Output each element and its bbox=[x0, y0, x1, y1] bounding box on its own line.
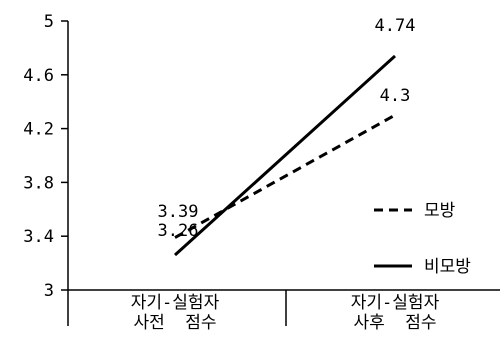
x-category-label: 사전 점수 bbox=[133, 313, 216, 333]
data-label: 3.26 bbox=[158, 221, 199, 241]
y-tick-label: 4.6 bbox=[23, 66, 54, 86]
legend-label: 모방 bbox=[424, 201, 456, 221]
y-tick-label: 3.4 bbox=[23, 227, 54, 247]
axes bbox=[68, 21, 500, 326]
data-labels: 3.39 4.3 3.26 4.74 bbox=[158, 16, 416, 241]
y-axis-ticks: 3 3.4 3.8 4.2 4.6 5 bbox=[23, 12, 68, 301]
series-lines bbox=[175, 56, 395, 255]
legend-label: 비모방 bbox=[424, 257, 471, 277]
data-label: 4.74 bbox=[375, 16, 416, 36]
y-tick-label: 3 bbox=[44, 281, 54, 301]
data-label: 4.3 bbox=[380, 86, 411, 106]
y-tick-label: 5 bbox=[44, 12, 54, 32]
x-category-label: 사후 점수 bbox=[353, 313, 436, 333]
data-label: 3.39 bbox=[158, 202, 199, 222]
x-category-label: 자기-실험자 bbox=[131, 293, 220, 313]
series-line-bimobang bbox=[175, 56, 395, 255]
series-line-mobang bbox=[175, 115, 395, 237]
x-category-label: 자기-실험자 bbox=[351, 293, 440, 313]
y-tick-label: 4.2 bbox=[23, 120, 54, 140]
y-tick-label: 3.8 bbox=[23, 173, 54, 193]
